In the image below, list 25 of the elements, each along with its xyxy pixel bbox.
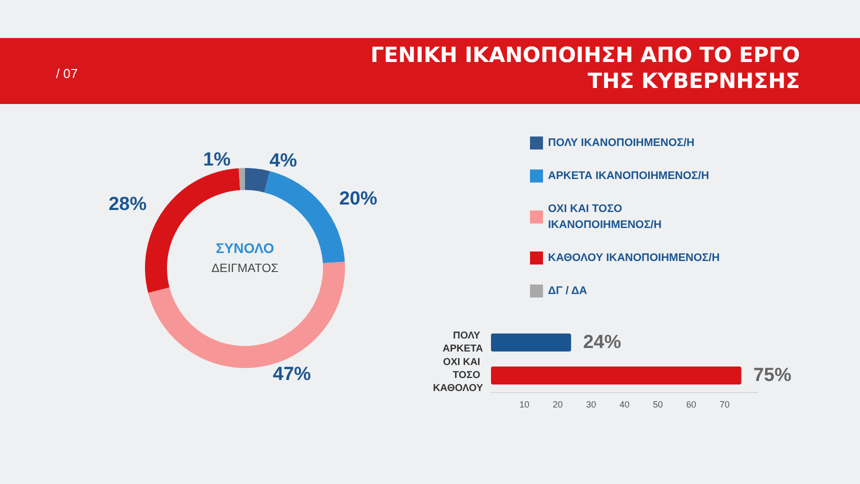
- data-label: 4%: [270, 150, 298, 172]
- legend-label: ΔΓ / ΔΑ: [548, 285, 588, 297]
- text: / 07: [56, 66, 78, 81]
- data-label: 1%: [203, 150, 231, 171]
- legend-label: ΟΧΙ ΚΑΙ ΤΟΣΟ ΙΚΑΝΟΠΟΙΗΜΕΝΟΣ/Η: [548, 203, 662, 231]
- x-tick-label: 30: [586, 400, 596, 410]
- text: ΣΥΝΟΛΟ: [216, 240, 274, 256]
- data-label: 28%: [108, 194, 147, 216]
- data-label: 24%: [583, 332, 622, 353]
- y-tick-label: ΟΧΙ ΚΑΙ ΤΟΣΟ ΚΑΘΟΛΟΥ: [432, 357, 484, 394]
- text: ΔΕΙΓΜΑΤΟΣ: [212, 261, 278, 275]
- x-tick-label: 40: [619, 400, 630, 410]
- data-label: 75%: [753, 365, 792, 386]
- data-label: 20%: [339, 188, 378, 210]
- x-tick-label: 60: [686, 400, 696, 410]
- data-label: 47%: [272, 364, 312, 386]
- legend-label: ΑΡΚΕΤΑ ΙΚΑΝΟΠΟΙΗΜΕΝΟΣ/Η: [548, 170, 710, 182]
- legend-label: ΚΑΘΟΛΟΥ ΙΚΑΝΟΠΟΙΗΜΕΝΟΣ/Η: [548, 252, 720, 264]
- x-tick-label: 70: [720, 400, 730, 410]
- x-tick-label: 10: [519, 400, 530, 410]
- legend-label: ΠΟΛΥ ΙΚΑΝΟΠΟΙΗΜΕΝΟΣ/Η: [548, 137, 695, 149]
- chart-title: ΓΕΝΙΚΗ ΙΚΑΝΟΠΟΙΗΣΗ ΑΠΟ ΤΟ ΕΡΓΟ ΤΗΣ ΚΥΒΕΡΝΗΣΗΣ: [369, 42, 800, 94]
- y-tick-label: ΠΟΛΥ ΑΡΚΕΤΑ: [442, 330, 483, 354]
- x-tick-label: 50: [652, 400, 663, 410]
- x-tick-label: 20: [552, 400, 563, 410]
